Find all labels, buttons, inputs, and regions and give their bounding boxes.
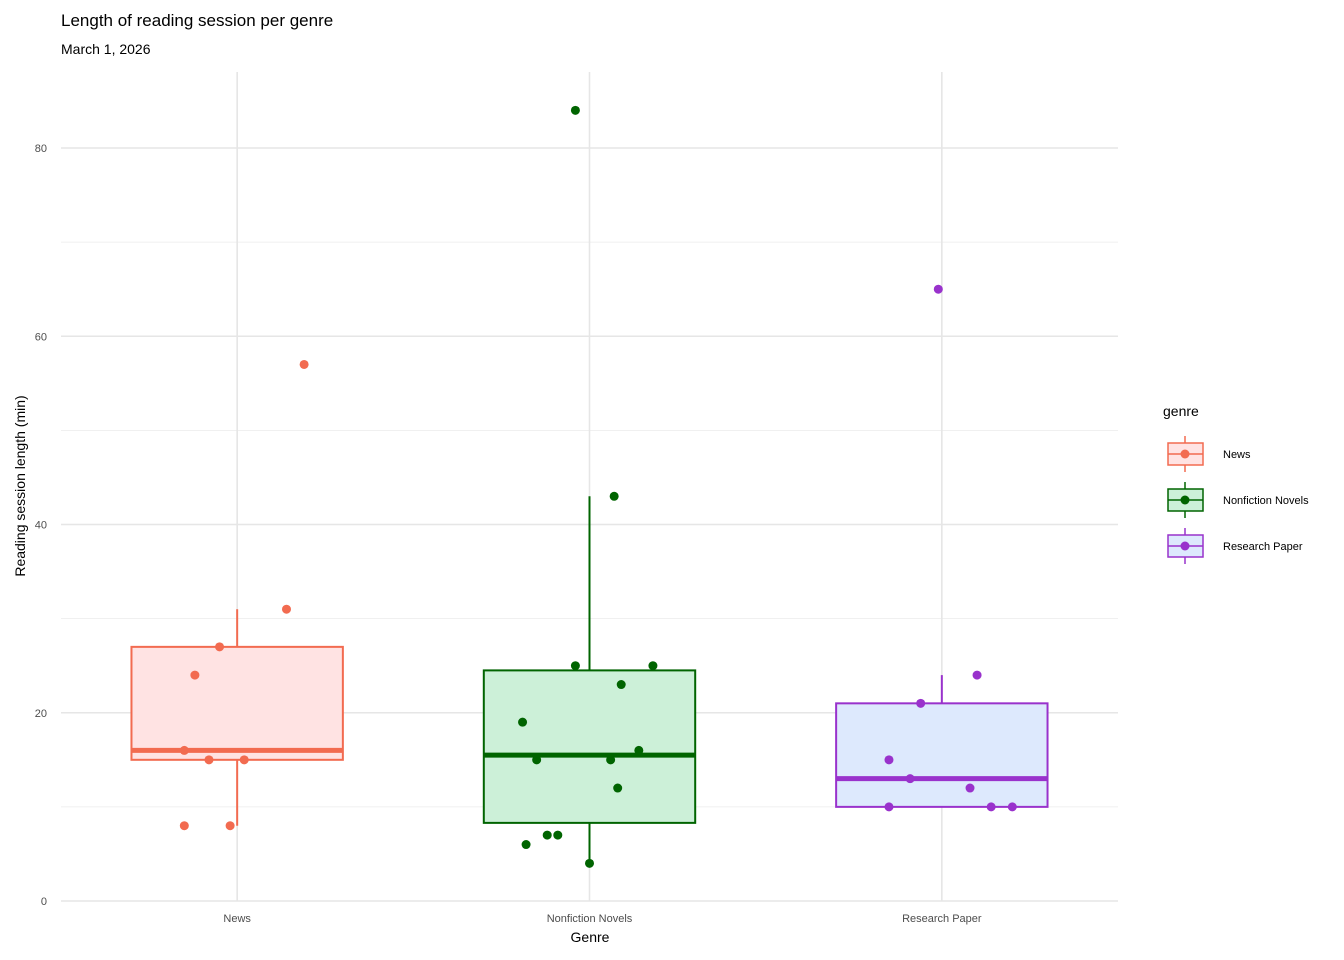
- chart-title: Length of reading session per genre: [61, 11, 334, 30]
- y-axis-label: Reading session length (min): [12, 395, 28, 576]
- legend-item: Research Paper: [1167, 528, 1303, 564]
- data-point: [553, 830, 563, 840]
- x-tick-label: News: [223, 913, 251, 925]
- data-point: [179, 745, 189, 755]
- data-point: [905, 774, 915, 784]
- data-point: [225, 821, 235, 831]
- legend-label: Nonfiction Novels: [1223, 495, 1309, 507]
- series-research-paper: [835, 284, 1049, 812]
- data-point: [542, 830, 552, 840]
- data-point: [916, 698, 926, 708]
- data-point: [1007, 802, 1017, 812]
- data-point: [933, 284, 943, 294]
- box: [835, 702, 1049, 808]
- data-point: [281, 604, 291, 614]
- box: [482, 669, 697, 824]
- legend-item: Nonfiction Novels: [1167, 482, 1309, 518]
- legend-title: genre: [1163, 403, 1199, 419]
- y-tick-label: 0: [41, 896, 47, 908]
- data-point: [215, 642, 225, 652]
- x-axis-label: Genre: [571, 929, 610, 945]
- data-point: [972, 670, 982, 680]
- y-tick-label: 80: [35, 143, 47, 155]
- data-point: [532, 755, 542, 765]
- data-point: [204, 755, 214, 765]
- legend-point: [1180, 449, 1190, 459]
- data-point: [616, 680, 626, 690]
- data-point: [521, 840, 531, 850]
- data-point: [634, 745, 644, 755]
- data-point: [570, 105, 580, 115]
- data-point: [570, 661, 580, 671]
- y-tick-label: 20: [35, 708, 47, 720]
- data-point: [585, 858, 594, 868]
- legend-point: [1180, 541, 1190, 551]
- data-point: [613, 783, 623, 793]
- legend-item: News: [1167, 436, 1251, 472]
- data-point: [239, 755, 249, 765]
- data-point: [190, 670, 200, 680]
- data-point: [609, 491, 619, 501]
- series-news: [130, 359, 344, 831]
- x-tick-label: Research Paper: [902, 913, 982, 925]
- legend-label: News: [1223, 449, 1251, 461]
- series-nonfiction-novels: [482, 105, 697, 868]
- y-tick-label: 60: [35, 331, 47, 343]
- data-point: [606, 755, 616, 765]
- legend-point: [1180, 495, 1190, 505]
- data-point: [986, 802, 996, 812]
- data-point: [965, 783, 975, 793]
- box: [130, 645, 344, 761]
- data-point: [884, 802, 894, 812]
- data-point: [179, 821, 189, 831]
- data-point: [648, 661, 658, 671]
- y-tick-label: 40: [35, 520, 47, 532]
- data-point: [518, 717, 528, 727]
- legend-label: Research Paper: [1223, 541, 1303, 553]
- x-tick-label: Nonfiction Novels: [547, 913, 633, 925]
- data-point: [299, 359, 309, 369]
- data-point: [884, 755, 894, 765]
- chart-subtitle: March 1, 2026: [61, 41, 151, 57]
